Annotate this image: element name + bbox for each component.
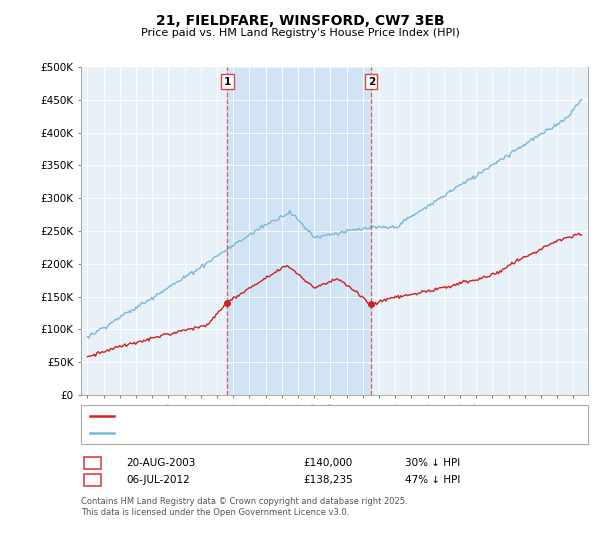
- Text: 2: 2: [89, 475, 96, 485]
- Text: 21, FIELDFARE, WINSFORD, CW7 3EB: 21, FIELDFARE, WINSFORD, CW7 3EB: [155, 14, 445, 28]
- Text: £140,000: £140,000: [303, 458, 352, 468]
- Text: £138,235: £138,235: [303, 475, 353, 485]
- Text: 30% ↓ HPI: 30% ↓ HPI: [405, 458, 460, 468]
- Text: Price paid vs. HM Land Registry's House Price Index (HPI): Price paid vs. HM Land Registry's House …: [140, 28, 460, 38]
- Text: 06-JUL-2012: 06-JUL-2012: [126, 475, 190, 485]
- Text: 2: 2: [368, 77, 375, 87]
- Text: HPI: Average price, detached house, Cheshire West and Chester: HPI: Average price, detached house, Ches…: [120, 428, 455, 438]
- Text: Contains HM Land Registry data © Crown copyright and database right 2025.
This d: Contains HM Land Registry data © Crown c…: [81, 497, 407, 517]
- Text: 1: 1: [89, 458, 96, 468]
- Text: 21, FIELDFARE, WINSFORD, CW7 3EB (detached house): 21, FIELDFARE, WINSFORD, CW7 3EB (detach…: [120, 411, 407, 421]
- Bar: [227, 67, 371, 395]
- Text: 20-AUG-2003: 20-AUG-2003: [126, 458, 196, 468]
- Text: 47% ↓ HPI: 47% ↓ HPI: [405, 475, 460, 485]
- Text: 1: 1: [224, 77, 231, 87]
